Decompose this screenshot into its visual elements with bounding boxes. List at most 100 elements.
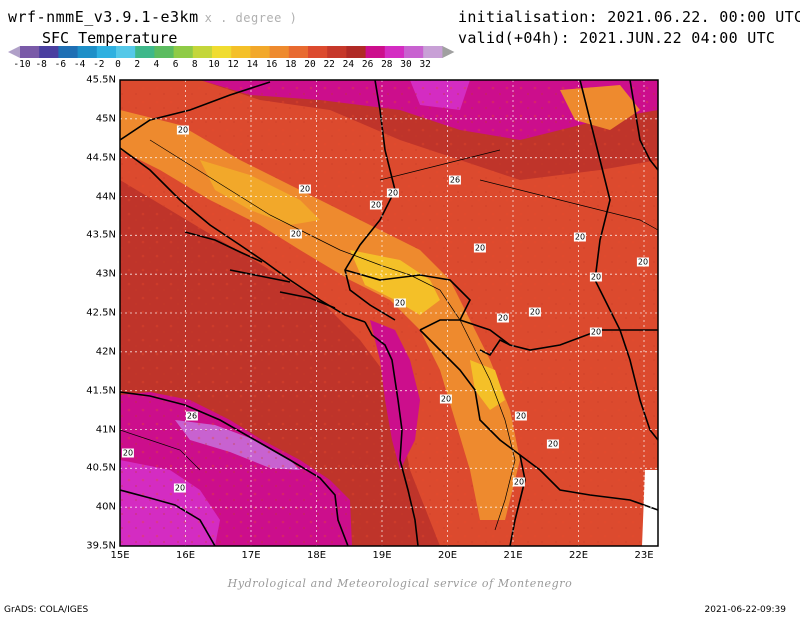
isotherm-label: 20: [298, 184, 312, 194]
colorbar-swatch: [365, 46, 386, 58]
model-name: wrf-nmmE_v3.9.1-e3km: [8, 8, 199, 26]
isotherm-label: 26: [448, 175, 462, 185]
colorbar-swatch: [116, 46, 136, 58]
render-timestamp: 2021-06-22-09:39: [704, 605, 787, 615]
isotherm-label: 20: [289, 229, 303, 239]
temperature-field: [120, 80, 658, 546]
colorbar-tick-label: 22: [323, 59, 335, 70]
latitude-label: 41.5N: [86, 385, 116, 397]
colorbar-swatch: [58, 46, 79, 58]
colorbar-tick-label: -10: [13, 59, 31, 70]
colorbar-labels: -10 -8 -6 -4 -2 0 2 4 6 8 10 12 14 16 18 20 22 24 26 28 30 32: [0, 59, 460, 71]
latitude-label: 41N: [95, 424, 116, 435]
colorbar-swatch: [250, 46, 271, 58]
longitude-label: 18E: [306, 550, 327, 561]
colorbar-swatch: [212, 46, 232, 58]
border-romania: [629, 80, 658, 171]
longitude-label: 21E: [503, 550, 523, 561]
colorbar-swatch: [96, 46, 117, 58]
latitude-label: 42N: [95, 346, 116, 358]
border-greece: [419, 329, 658, 511]
colorbar-tick-label: 24: [342, 59, 355, 70]
isotherm-label: 20: [512, 477, 526, 487]
colorbar-swatch: [77, 46, 98, 58]
colorbar-tick-label: 10: [208, 59, 220, 70]
colorbar-end-low: [8, 46, 20, 58]
colorbar-swatch: [327, 46, 347, 58]
colorbar-tick-label: -8: [35, 59, 47, 70]
latitude-label: 43N: [95, 268, 116, 280]
border-albania-greece: [509, 454, 526, 546]
colorbar-tick-label: 6: [172, 59, 179, 70]
colorbar-tick-label: 16: [265, 59, 278, 70]
colorbar-tick-label: 30: [400, 59, 412, 70]
longitude-label: 22E: [568, 550, 589, 561]
isotherm-label: 20: [546, 439, 560, 449]
colorbar-tick-label: 32: [419, 59, 431, 70]
gulf-coast: [120, 489, 216, 546]
colorbar-tick-label: 12: [227, 59, 239, 70]
isotherm-label: 20: [573, 232, 587, 242]
unit-label: x . degree ): [204, 11, 298, 25]
isotherm-label: 20: [496, 313, 510, 323]
latitude-label: 45.5N: [86, 74, 116, 86]
isotherm-label: 20: [369, 200, 383, 210]
isotherm-line-north: [379, 149, 501, 181]
isotherm-label: 26: [185, 411, 199, 421]
software-credit: GrADS: COLA/IGES: [4, 605, 89, 615]
missing-data: [642, 470, 658, 546]
colorbar-swatch: [346, 46, 367, 58]
colorbar-end-high: [442, 46, 455, 58]
isotherm-line-main: [149, 139, 516, 531]
latitude-label: 44N: [95, 191, 116, 202]
colorbar-swatch: [173, 46, 194, 58]
colorbar-tick-label: 0: [115, 59, 121, 70]
isotherm-label: 20: [589, 272, 603, 282]
colorbar-swatch: [135, 46, 155, 58]
isotherm-label: 20: [176, 125, 190, 135]
longitude-label: 16E: [175, 550, 196, 561]
colorbar-swatch: [384, 46, 405, 58]
colorbar-tick-label: 4: [153, 59, 160, 70]
colorbar-tick-label: 18: [285, 59, 297, 70]
isotherm-label: 20: [393, 298, 407, 308]
albania-coast: [364, 321, 419, 546]
coastlines-borders: [120, 80, 658, 546]
isotherm-label: 20: [636, 257, 650, 267]
border-bulgaria: [579, 80, 621, 331]
colorbar-tick-label: 26: [361, 59, 374, 70]
border-kosovo: [479, 338, 511, 357]
isotherm-line-east: [479, 179, 658, 231]
latitude-label: 45N: [95, 113, 116, 125]
latitude-label: 43.5N: [86, 229, 116, 241]
colorbar-swatch: [154, 46, 175, 58]
colorbar-swatch: [308, 46, 328, 58]
island-3: [279, 291, 336, 309]
colorbar-swatch: [20, 46, 40, 58]
longitude-label: 20E: [437, 550, 458, 561]
isotherm-line-italy: [120, 429, 201, 471]
isotherm-label: 20: [386, 188, 400, 198]
latitude-label: 42.5N: [86, 307, 116, 319]
colorbar-tick-label: 20: [304, 59, 316, 70]
colorbar-tick-label: 14: [246, 59, 259, 70]
valid-time: valid(+04h): 2021.JUN.22 04:00 UTC: [458, 29, 776, 47]
colorbar-swatch: [39, 46, 59, 58]
latitude-label: 40N: [95, 501, 116, 513]
colorbar-tick-label: -4: [73, 59, 86, 70]
colorbar-swatch: [404, 46, 424, 58]
map-frame: [119, 79, 659, 547]
isotherm-label: 20: [589, 327, 603, 337]
coastal-warm-strip: [370, 320, 420, 470]
longitude-label: 17E: [241, 550, 261, 561]
border-slovenia: [120, 81, 271, 141]
variable-title: SFC Temperature: [42, 29, 178, 47]
isotherm-20: [120, 139, 658, 531]
colorbar-swatch: [423, 46, 443, 58]
border-bosnia-east: [344, 80, 396, 321]
colorbar-tick-label: 8: [191, 59, 198, 70]
border-north-macedonia: [459, 319, 658, 351]
colorbar-swatch: [231, 46, 251, 58]
colorbar-swatch: [269, 46, 290, 58]
